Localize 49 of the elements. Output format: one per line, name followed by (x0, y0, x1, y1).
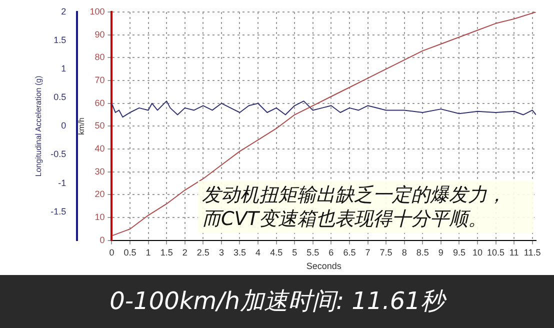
x-tick-label: 11.5 (524, 247, 541, 258)
y2-tick-label: 10 (94, 212, 105, 222)
x-tick-label: 9 (438, 247, 444, 258)
x-tick-label: 4.5 (270, 247, 283, 258)
x-tick-label: 1.5 (160, 247, 173, 258)
x-tick-label: 8 (402, 247, 407, 258)
y2-tick-label: 50 (94, 120, 105, 131)
x-tick-label: 8.5 (416, 247, 429, 258)
x-tick-label: 6 (328, 247, 334, 258)
y-tick-label: 1 (61, 64, 66, 74)
y-tick-label: -1 (58, 178, 66, 188)
x-tick-label: 11 (509, 247, 519, 258)
y2-tick-label: 80 (94, 52, 105, 62)
y-tick-label: 2 (61, 6, 66, 16)
y2-tick-label: 100 (90, 6, 105, 16)
x-tick-label: 2 (182, 247, 188, 258)
x-tick-label: 5.5 (306, 247, 320, 258)
x-tick-label: 6.5 (343, 247, 356, 258)
x-tick-label: 2.5 (196, 247, 210, 258)
text: 0-100km/h加速时间: 11.61秒 (0, 275, 554, 328)
x-tick-label: 4 (256, 247, 261, 258)
y-axis-title: Longitudinal Acceleration (g) (34, 75, 44, 177)
y-tick-label: 1.5 (54, 35, 66, 46)
y-tick-label: -0.5 (50, 149, 66, 160)
y-tick-label: 0.5 (54, 92, 66, 102)
y-tick-label: 0 (61, 120, 66, 131)
x-tick-label: 7 (365, 247, 370, 258)
x-tick-label: 5 (292, 247, 298, 258)
annotation: 发动机扭矩输出缺乏一定的爆发力， (202, 183, 507, 207)
y2-tick-label: 20 (94, 189, 105, 200)
y2-tick-label: 60 (94, 98, 105, 108)
x-tick-label: 3 (218, 247, 224, 258)
y2-tick-label: 70 (94, 75, 105, 86)
x-tick-label: 9.5 (452, 247, 466, 258)
x-tick-label: 0.5 (124, 247, 136, 258)
y2-tick-label: 40 (94, 144, 105, 154)
x-tick-label: 10 (472, 247, 482, 258)
x-tick-label: 3.5 (233, 247, 246, 258)
y-tick-label: -1.5 (50, 206, 66, 216)
x-axis-title: Seconds (306, 261, 342, 272)
y2-tick-label: 30 (94, 166, 105, 176)
x-tick-label: 0 (109, 247, 114, 258)
x-tick-label: 1 (146, 247, 151, 258)
x-tick-label: 7.5 (380, 247, 392, 258)
y2-axis-title: km/h (77, 118, 86, 135)
annotation: 而CVT变速箱也表现得十分平顺。 (202, 207, 488, 231)
y2-tick-label: 90 (94, 29, 105, 40)
x-tick-label: 10.5 (487, 247, 505, 258)
y2-tick-label: 0 (100, 234, 105, 245)
